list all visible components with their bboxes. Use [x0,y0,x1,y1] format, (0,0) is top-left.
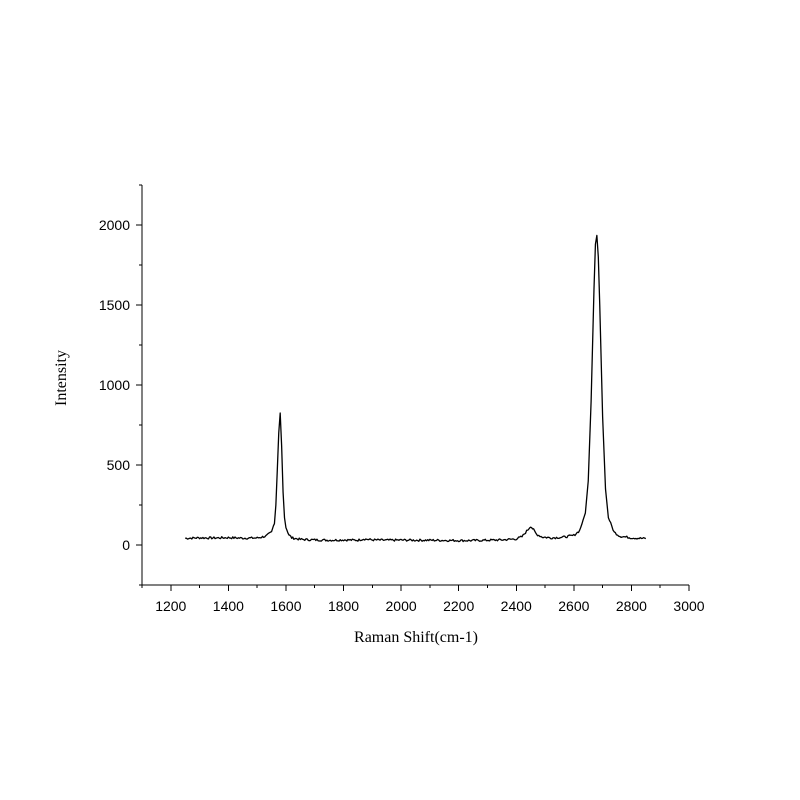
spectrum-line [185,234,647,543]
x-tick-label: 3000 [673,598,704,614]
y-tick-label: 1000 [99,377,130,393]
y-tick-label: 0 [122,537,130,553]
x-axis-title: Raman Shift(cm-1) [354,629,478,646]
series-layer [185,234,647,543]
axes [141,185,689,586]
x-tick-label: 2200 [443,598,474,614]
y-tick-label: 2000 [99,217,130,233]
y-axis-title: Intensity [53,350,70,406]
x-tick-label: 1200 [155,598,186,614]
x-tick-label: 2800 [616,598,647,614]
x-tick-label: 1400 [213,598,244,614]
x-tick-label: 1800 [328,598,359,614]
y-tick-label: 1500 [99,297,130,313]
x-tick-label: 2400 [501,598,532,614]
x-ticks: 1200 1400 1600 1800 2000 2200 2400 2600 2800 3000 [141,585,705,614]
x-tick-label: 1600 [270,598,301,614]
x-tick-label: 2000 [386,598,417,614]
x-tick-label: 2600 [558,598,589,614]
y-tick-label: 500 [107,457,131,473]
y-ticks: 0 500 1000 1500 2000 [99,184,142,586]
